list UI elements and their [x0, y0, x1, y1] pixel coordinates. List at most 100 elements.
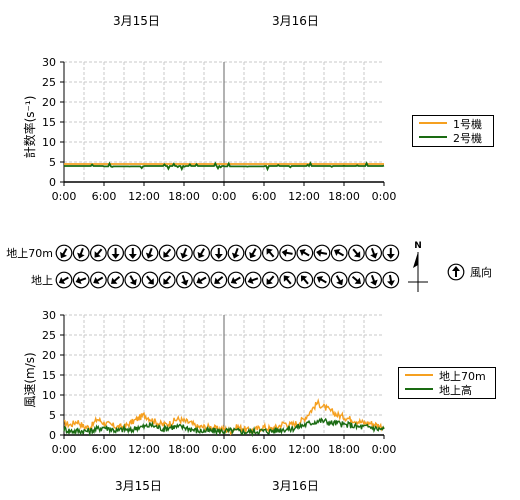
y-tick-label: 5 — [49, 409, 56, 422]
x-tick-label: 12:00 — [288, 190, 320, 203]
arrow-head — [128, 254, 137, 259]
arrow-shaft — [285, 277, 292, 285]
y-tick-label: 20 — [42, 349, 56, 362]
arrow-head — [300, 275, 308, 282]
arrow-shaft — [233, 276, 241, 282]
legend-swatch-3 — [405, 374, 433, 376]
x-tick-label: 0:00 — [212, 190, 237, 203]
date-label-bottom-1: 3月15日 — [115, 479, 162, 493]
wind-arrow-icon — [261, 271, 279, 289]
wind-arrow-icon — [72, 244, 90, 262]
y-tick-label: 30 — [42, 56, 56, 69]
x-tick-label: 0:00 — [372, 190, 397, 203]
y-tick-label: 25 — [42, 76, 56, 89]
arrow-shaft — [336, 251, 345, 257]
arrow-head — [249, 251, 257, 259]
series-line-2 — [64, 161, 385, 172]
direction-row-label: 地上70m — [6, 247, 53, 260]
arrow-shaft — [129, 275, 135, 283]
arrow-shaft — [302, 277, 309, 285]
wind-arrow-icon — [313, 244, 331, 262]
arrow-shaft — [319, 251, 328, 255]
arrow-shaft — [285, 251, 293, 255]
y-axis-label: 計数率(s⁻¹) — [22, 96, 37, 159]
arrow-head — [180, 252, 188, 259]
y-tick-label: 15 — [42, 369, 56, 382]
wind-arrow-icon — [382, 271, 400, 289]
legend-swatch-4 — [405, 388, 433, 390]
arrow-head — [386, 254, 395, 259]
arrow-head — [58, 277, 66, 284]
wind-arrow-icon — [313, 271, 331, 289]
wind-arrow-icon — [227, 244, 245, 262]
wind-direction-legend-label: 風向 — [470, 265, 492, 279]
arrow-head — [353, 251, 361, 258]
series-line-1 — [63, 398, 385, 436]
arrow-shaft — [113, 276, 121, 283]
arrow-head — [387, 280, 395, 286]
wind-arrow-icon — [330, 271, 348, 289]
x-tick-label: 12:00 — [288, 443, 320, 456]
arrow-head — [111, 254, 120, 259]
wind-arrow-icon — [107, 244, 124, 262]
x-tick-label: 0:00 — [52, 190, 77, 203]
wind-arrow-icon — [141, 244, 159, 262]
direction-row-label: 地上 — [31, 274, 53, 287]
arrow-head — [316, 248, 322, 257]
count-rate-chart: 0 5 10 15 20 25 30 0:00 6:00 12:00 18:00 0:00 6:00 12… — [22, 56, 397, 203]
arrow-head — [370, 252, 378, 259]
arrow-head — [231, 252, 240, 259]
arrow-head — [214, 254, 223, 259]
wind-direction-legend-icon — [447, 263, 465, 281]
arrow-head — [299, 249, 306, 256]
wind-arrow-icon — [193, 271, 211, 289]
wind-arrow-icon — [107, 271, 124, 289]
x-tick-label: 6:00 — [92, 443, 117, 456]
arrow-head — [75, 276, 82, 285]
wind-arrow-icon — [227, 271, 245, 289]
y-tick-label: 5 — [49, 156, 56, 169]
north-label: N — [414, 241, 422, 251]
y-axis-label: 風速(m/s) — [23, 352, 37, 407]
wind-direction-panel: 地上70m 地上 N 風向 — [6, 241, 492, 292]
legend-label-2: 2号機 — [453, 132, 482, 145]
arrow-shaft — [181, 274, 187, 283]
arrow-head — [129, 278, 137, 286]
arrow-head — [230, 277, 238, 284]
y-tick-label: 30 — [42, 309, 56, 322]
arrow-head — [180, 279, 189, 286]
arrow-shaft — [319, 278, 327, 284]
arrow-head — [93, 277, 100, 284]
legend-label-1: 1号機 — [453, 118, 482, 131]
wind-arrow-icon — [347, 244, 365, 262]
x-tick-label: 0:00 — [212, 443, 237, 456]
wind-arrow-icon — [365, 271, 383, 289]
arrow-head — [60, 251, 67, 259]
arrow-head — [163, 251, 170, 258]
wind-arrow-icon — [330, 244, 348, 262]
arrow-shaft — [370, 247, 376, 256]
x-tick-label: 6:00 — [252, 443, 277, 456]
wind-arrow-icon — [279, 271, 297, 289]
arrow-head — [197, 251, 205, 259]
arrow-head — [316, 276, 324, 283]
arrow-head — [77, 252, 85, 259]
arrow-head — [281, 248, 288, 257]
arrow-shaft — [96, 276, 104, 282]
arrow-shaft — [182, 247, 188, 256]
wind-arrow-icon — [193, 244, 211, 262]
arrow-head — [336, 278, 344, 286]
arrow-shaft — [352, 248, 359, 256]
wind-arrow-icon — [124, 271, 142, 289]
arrow-head — [334, 249, 341, 256]
wind-arrow-icon — [158, 244, 176, 262]
arrow-shaft — [148, 247, 153, 256]
x-tick-label: 6:00 — [92, 190, 117, 203]
wind-arrow-icon — [365, 244, 383, 262]
wind-arrow-icon — [244, 244, 262, 262]
arrow-shaft — [250, 277, 259, 282]
arrow-shaft — [268, 275, 275, 283]
wind-arrow-icon — [175, 244, 193, 262]
y-tick-label: 20 — [42, 96, 56, 109]
arrow-head — [370, 279, 378, 286]
